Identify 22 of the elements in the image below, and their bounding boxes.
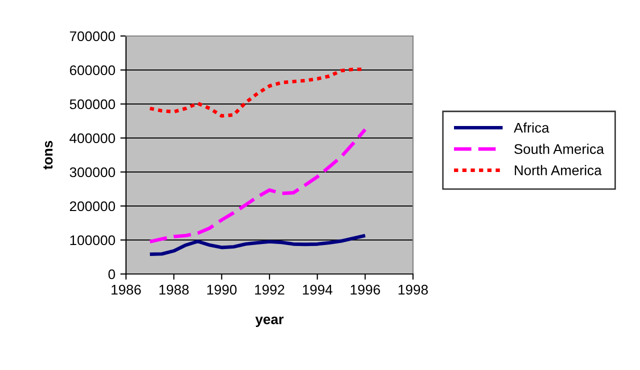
- line-series: [148, 128, 367, 244]
- x-tick-label: 1994: [302, 284, 332, 295]
- x-tick-label: 1988: [159, 284, 189, 295]
- legend-label: Africa: [514, 122, 550, 133]
- x-tick-label: 1986: [112, 284, 141, 295]
- x-axis-title: year: [255, 316, 284, 327]
- y-tick-label: 200000: [70, 201, 116, 212]
- legend-label: North America: [514, 165, 602, 176]
- legend-label: South America: [514, 144, 604, 154]
- x-tick-label: 1992: [255, 284, 284, 295]
- line-series: [148, 234, 367, 256]
- y-tick-label: 300000: [70, 167, 116, 178]
- y-tick-label: 100000: [70, 235, 116, 246]
- y-tick-label: 600000: [70, 65, 116, 76]
- y-tick-label: 700000: [70, 31, 116, 42]
- y-tick-label: 0: [108, 269, 116, 280]
- x-tick-label: 1996: [350, 284, 380, 295]
- y-axis-title: tons: [43, 140, 53, 170]
- y-tick-label: 400000: [70, 133, 116, 144]
- x-tick-label: 1998: [398, 284, 428, 295]
- x-tick-label: 1990: [207, 284, 237, 295]
- y-tick-label: 500000: [70, 99, 116, 110]
